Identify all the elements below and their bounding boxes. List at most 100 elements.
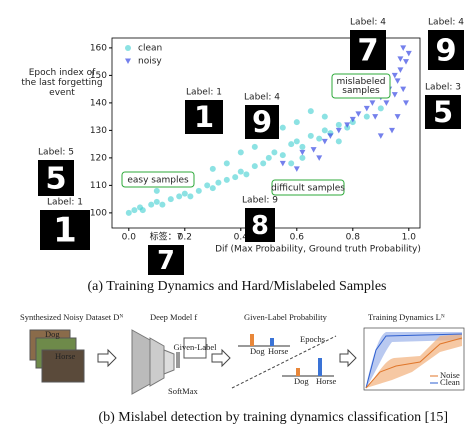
point bbox=[405, 50, 412, 57]
bar bbox=[318, 358, 322, 376]
image bbox=[41, 349, 85, 383]
point bbox=[159, 201, 166, 208]
point bbox=[316, 135, 323, 142]
digit-label: Label: 3 bbox=[425, 83, 461, 93]
legend-label: noisy bbox=[138, 57, 162, 67]
point bbox=[293, 119, 300, 126]
digit-label: Label: 4 bbox=[244, 93, 280, 103]
prob-label: Dog bbox=[294, 376, 309, 386]
digit: 7 bbox=[157, 246, 175, 276]
y-tick-label: 110 bbox=[90, 181, 107, 191]
callout-box bbox=[271, 179, 345, 196]
point bbox=[223, 160, 230, 167]
point bbox=[209, 165, 216, 172]
prob-label: Horse bbox=[268, 346, 289, 356]
layer bbox=[176, 352, 180, 368]
diagram-b: Synthesized Noisy Dataset Dᴺ Deep Model f… bbox=[20, 312, 465, 396]
stage-title: Deep Model f bbox=[150, 312, 197, 322]
digit-label: Label: 1 bbox=[186, 88, 222, 98]
point bbox=[403, 59, 409, 65]
point bbox=[153, 198, 160, 205]
caption-a: (a) Training Dynamics and Hard/Mislabele… bbox=[87, 279, 386, 294]
digit-label: Label: 9 bbox=[242, 196, 278, 206]
digit-image bbox=[40, 210, 90, 250]
digit: 7 bbox=[357, 34, 378, 69]
point bbox=[279, 160, 286, 167]
point bbox=[215, 179, 222, 186]
x-tick-label: 0.0 bbox=[122, 233, 137, 243]
arrow bbox=[97, 348, 117, 368]
legend-label: Noise bbox=[440, 370, 460, 380]
point bbox=[288, 141, 295, 148]
point bbox=[335, 138, 342, 145]
point bbox=[167, 196, 174, 203]
digit-image bbox=[428, 30, 464, 70]
curve bbox=[365, 337, 463, 389]
x-tick-label: 0.4 bbox=[234, 233, 249, 243]
legend-label: clean bbox=[138, 44, 162, 54]
digit-label: Label: 4 bbox=[428, 18, 464, 28]
point bbox=[148, 201, 155, 208]
point bbox=[403, 100, 409, 106]
digit: 9 bbox=[252, 105, 272, 139]
point bbox=[243, 171, 250, 178]
point bbox=[232, 174, 239, 181]
digit-image bbox=[245, 208, 275, 242]
given-label: Given-Label bbox=[174, 342, 218, 352]
stage-title: Given-Label Probability bbox=[244, 312, 328, 322]
epochs: Epochs bbox=[300, 334, 325, 344]
callout-text: difficult samples bbox=[271, 184, 345, 194]
point bbox=[299, 154, 306, 161]
point bbox=[335, 121, 342, 128]
point bbox=[327, 133, 334, 139]
softmax: SoftMax bbox=[168, 386, 199, 396]
point bbox=[195, 187, 202, 194]
layer bbox=[131, 329, 151, 395]
epochs-axis bbox=[231, 335, 337, 389]
digit: 5 bbox=[433, 95, 453, 129]
point bbox=[251, 163, 258, 170]
point bbox=[391, 92, 398, 98]
label-box bbox=[183, 337, 207, 359]
y-tick-label: 120 bbox=[90, 153, 107, 163]
y-tick-label: 100 bbox=[90, 208, 107, 218]
digit-image bbox=[245, 105, 279, 139]
bar bbox=[250, 334, 254, 346]
point bbox=[223, 176, 230, 183]
point bbox=[139, 207, 146, 214]
point bbox=[209, 185, 216, 192]
point bbox=[187, 193, 194, 200]
legend-label: Clean bbox=[440, 377, 461, 387]
digit: 9 bbox=[435, 34, 456, 69]
point bbox=[377, 133, 384, 139]
point bbox=[363, 105, 370, 112]
callout-box bbox=[331, 73, 391, 99]
point bbox=[321, 113, 328, 120]
callout-box bbox=[121, 171, 195, 188]
digit-image bbox=[350, 30, 386, 70]
point bbox=[265, 154, 272, 161]
bar bbox=[270, 338, 274, 346]
digit: 5 bbox=[45, 162, 66, 197]
point bbox=[335, 127, 342, 134]
x-tick-label: 1.0 bbox=[402, 233, 417, 243]
point bbox=[316, 155, 323, 161]
point bbox=[394, 78, 401, 84]
point bbox=[372, 114, 379, 120]
digit-image bbox=[148, 245, 184, 275]
point bbox=[321, 138, 328, 145]
point bbox=[344, 122, 351, 128]
digit: 1 bbox=[194, 100, 214, 134]
prob-label: Horse bbox=[316, 376, 337, 386]
point bbox=[271, 149, 278, 156]
point bbox=[400, 86, 407, 93]
callout-text: mislabeled samples bbox=[337, 77, 386, 96]
digit-label: Label: 4 bbox=[350, 18, 386, 28]
digit-label: Label: 5 bbox=[38, 148, 74, 158]
caption-b: (b) Mislabel detection by training dynam… bbox=[98, 410, 448, 425]
digit-label: Label: 1 bbox=[47, 198, 83, 208]
point bbox=[153, 187, 160, 194]
y-tick-label: 150 bbox=[90, 71, 107, 81]
point bbox=[397, 56, 404, 62]
